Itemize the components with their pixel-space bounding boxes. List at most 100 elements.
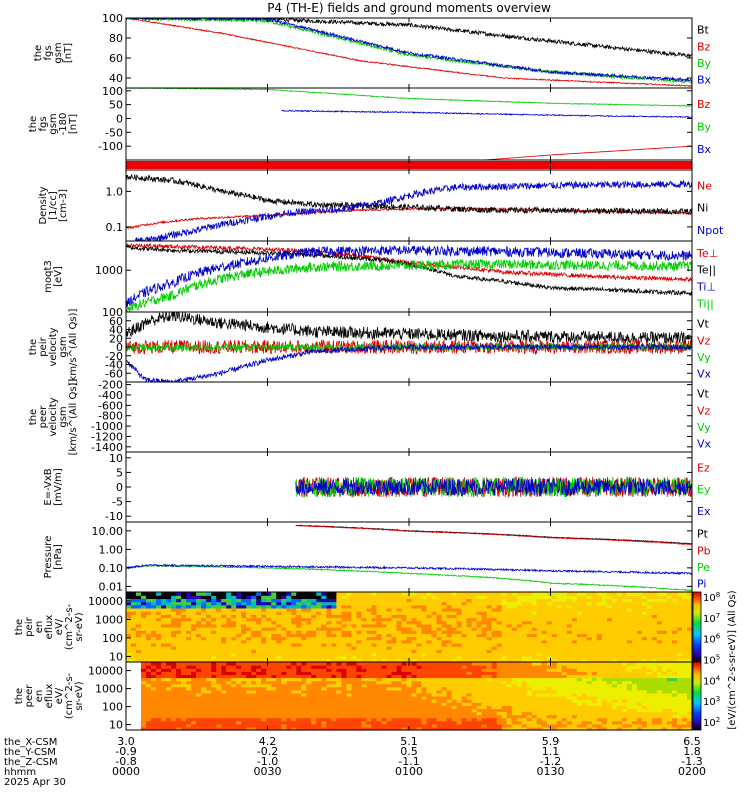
spectrogram-cell	[141, 683, 147, 688]
spectrogram-cell	[221, 627, 227, 631]
spectrogram-cell	[606, 689, 613, 694]
spectrogram-cell	[481, 705, 488, 709]
spectrogram-cell	[616, 617, 623, 622]
spectrogram-cell	[571, 655, 578, 660]
spectrogram-cell	[506, 604, 513, 609]
spectrogram-cell	[521, 623, 528, 628]
spectrogram-cell	[316, 680, 322, 685]
spectrogram-cell	[491, 677, 498, 682]
spectrogram-cell	[361, 711, 367, 716]
spectrogram-cell	[687, 655, 693, 660]
spectrogram-cell	[561, 630, 568, 634]
spectrogram-cell	[591, 689, 598, 694]
spectrogram-cell	[126, 642, 132, 647]
spectrogram-cell	[271, 633, 277, 638]
spectrogram-cell	[616, 620, 623, 625]
spectrogram-cell	[346, 601, 352, 606]
spectrogram-cell	[566, 627, 573, 631]
spectrogram-cell	[436, 714, 443, 719]
spectrogram-cell	[256, 711, 262, 716]
spectrogram-cell	[521, 683, 528, 688]
spectrogram-cell	[316, 723, 322, 728]
spectrogram-cell	[446, 726, 453, 731]
spectrogram-cell	[366, 668, 372, 672]
y-tick-label: 0	[116, 341, 123, 354]
spectrogram-cell	[566, 614, 573, 619]
spectrogram-cell	[501, 677, 508, 682]
spectrogram-cell	[376, 668, 382, 672]
spectrogram-cell	[251, 633, 257, 638]
spectrogram-cell	[416, 646, 423, 650]
spectrogram-cell	[511, 720, 518, 725]
spectrogram-cell	[461, 699, 468, 703]
spectrogram-cell	[351, 658, 357, 663]
spectrogram-cell	[531, 668, 538, 672]
spectrogram-cell	[616, 646, 623, 650]
spectrogram-cell	[631, 646, 638, 650]
spectrogram-cell	[276, 699, 282, 703]
spectrogram-cell	[506, 601, 513, 606]
spectrogram-cell	[281, 726, 287, 731]
spectrogram-cell	[151, 683, 157, 688]
spectrogram-cell	[256, 642, 262, 647]
spectrogram-cell	[511, 649, 518, 654]
spectrogram-cell	[526, 708, 533, 713]
spectrogram-cell	[606, 633, 613, 638]
spectrogram-cell	[626, 627, 633, 631]
spectrogram-cell	[221, 696, 227, 700]
spectrogram-cell	[381, 627, 388, 631]
spectrogram-cell	[221, 633, 227, 638]
spectrogram-cell	[241, 633, 247, 638]
spectrogram-cell	[471, 723, 478, 728]
spectrogram-cell	[361, 652, 367, 657]
spectrogram-cell	[551, 662, 558, 666]
spectrogram-cell	[356, 708, 362, 713]
spectrogram-cell	[251, 696, 257, 700]
spectrogram-cell	[506, 639, 513, 644]
spectrogram-cell	[266, 617, 272, 622]
spectrogram-cell	[211, 696, 217, 700]
spectrogram-cell	[391, 699, 398, 703]
spectrogram-cell	[646, 677, 653, 682]
spectrogram-cell	[356, 702, 362, 706]
spectrogram-cell	[226, 646, 232, 650]
spectrogram-cell	[396, 677, 403, 682]
spectrogram-cell	[421, 655, 428, 660]
spectrogram-cell	[291, 671, 297, 675]
spectrogram-cell	[616, 604, 623, 609]
spectrogram-cell	[591, 598, 598, 603]
spectrogram-cell	[426, 627, 433, 631]
spectrogram-cell	[561, 665, 568, 669]
spectrogram-cell	[391, 689, 398, 694]
spectrogram-cell	[586, 614, 593, 619]
spectrogram-cell	[396, 680, 403, 685]
spectrogram-cell	[667, 620, 673, 625]
spectrogram-cell	[551, 592, 558, 596]
spectrogram-cell	[356, 717, 362, 722]
spectrogram-cell	[176, 595, 182, 599]
spectrogram-cell	[161, 630, 167, 634]
spectrogram-cell	[446, 662, 453, 666]
spectrogram-cell	[551, 677, 558, 682]
spectrogram-cell	[556, 674, 563, 679]
spectrogram-cell	[336, 627, 342, 631]
spectrogram-cell	[366, 652, 372, 657]
spectrogram-cell	[386, 598, 393, 603]
spectrogram-cell	[151, 633, 157, 638]
spectrogram-cell	[571, 723, 578, 728]
spectrogram-cell	[301, 699, 307, 703]
spectrogram-cell	[376, 636, 382, 641]
spectrogram-cell	[481, 623, 488, 628]
spectrogram-cell	[186, 633, 192, 638]
spectrogram-cell	[401, 620, 408, 625]
spectrogram-cell	[621, 662, 628, 666]
spectrogram-cell	[196, 642, 202, 647]
spectrogram-cell	[667, 617, 673, 622]
spectrogram-cell	[281, 633, 287, 638]
spectrogram-cell	[481, 655, 488, 660]
spectrogram-cell	[661, 620, 668, 625]
spectrogram-cell	[321, 614, 327, 619]
spectrogram-cell	[541, 620, 548, 625]
spectrogram-cell	[226, 705, 232, 709]
spectrogram-cell	[181, 617, 187, 622]
